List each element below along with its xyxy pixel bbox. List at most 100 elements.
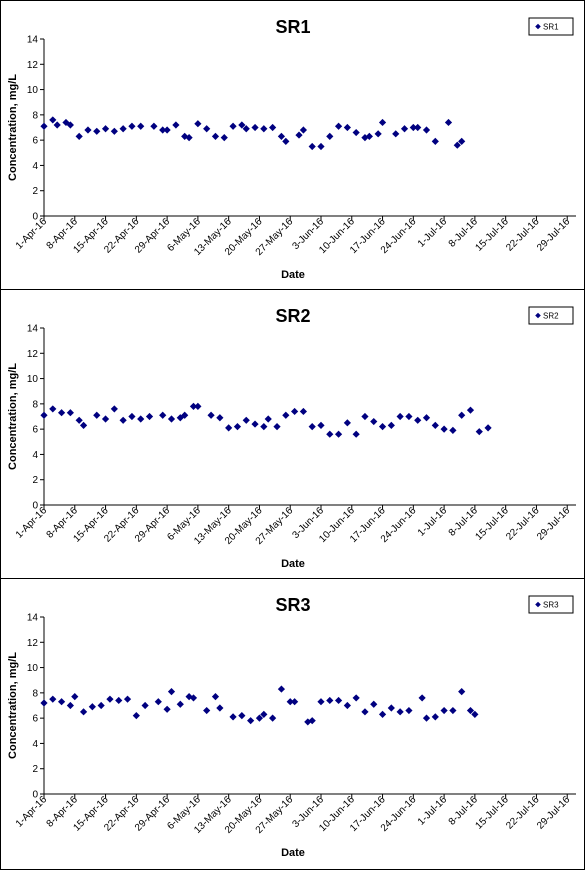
data-point: [326, 430, 334, 438]
chart-panel-sr1: SR1 0 2 4 6 8 10 12 14 1-Apr-16 8-Apr-16 15-Apr-16 2…: [0, 0, 585, 290]
y-tick-label: 10: [27, 663, 39, 674]
data-point: [405, 412, 413, 421]
data-point: [57, 409, 66, 417]
y-tick-label: 8: [32, 688, 38, 699]
data-point: [141, 701, 149, 710]
legend-label: SR2: [543, 312, 559, 321]
y-tick-label: 14: [27, 35, 39, 46]
y-tick-label: 12: [27, 60, 39, 71]
data-point: [291, 407, 299, 416]
data-point: [282, 411, 290, 419]
data-point: [409, 123, 417, 132]
data-point: [334, 430, 343, 438]
data-point: [343, 419, 351, 427]
x-tick-label: 1-Jul-16: [416, 505, 450, 539]
data-point: [431, 713, 439, 721]
data-point: [101, 415, 110, 423]
data-point: [255, 714, 264, 722]
data-point: [405, 706, 413, 715]
data-point: [163, 705, 171, 713]
data-point: [453, 141, 461, 149]
data-point: [458, 137, 466, 146]
data-point: [343, 701, 351, 710]
x-tick-label: 1-Jul-16: [416, 216, 450, 250]
data-point: [273, 423, 281, 431]
y-tick-label: 2: [32, 475, 38, 486]
data-point: [299, 407, 308, 416]
data-point: [40, 122, 48, 130]
y-tick-label: 0: [32, 790, 38, 801]
data-point: [449, 706, 457, 715]
data-point: [282, 137, 290, 146]
chart-svg-sr1: SR1024681012141-Apr-168-Apr-1615-Apr-162…: [7, 17, 576, 281]
data-point: [49, 116, 57, 124]
y-tick-label: 4: [32, 161, 38, 172]
y-tick-label: 10: [27, 85, 39, 96]
data-point: [242, 125, 250, 133]
x-tick-label: 29-Jul-16: [535, 216, 573, 254]
data-point: [370, 417, 378, 426]
data-point: [343, 123, 351, 132]
data-point: [396, 412, 404, 421]
data-point: [49, 405, 57, 413]
data-point: [326, 696, 334, 705]
data-point: [167, 687, 176, 696]
data-point: [150, 122, 158, 130]
data-point: [251, 420, 259, 428]
data-point: [352, 430, 360, 438]
data-point: [53, 121, 61, 129]
y-tick-label: 14: [27, 613, 39, 624]
data-point: [392, 130, 400, 138]
data-point: [207, 411, 215, 419]
legend-label: SR1: [543, 23, 559, 32]
data-point: [308, 142, 316, 151]
data-point: [418, 694, 426, 702]
data-point: [185, 134, 193, 142]
y-tick-label: 8: [32, 110, 38, 121]
data-point: [334, 122, 343, 130]
legend-box: [528, 595, 574, 614]
chart-panel-sr3: SR3 0 2 4 6 8 10 12 14 1-Apr-16 8-Apr-16 15-Apr-16 2…: [0, 578, 585, 870]
chart-title: SR1: [275, 17, 310, 37]
y-tick-label: 12: [27, 349, 39, 360]
data-point: [361, 412, 369, 421]
data-point: [299, 126, 308, 134]
data-point: [84, 126, 92, 134]
y-axis-label: Concentration, mg/L: [7, 74, 19, 181]
data-point: [458, 687, 466, 696]
legend-marker: [535, 601, 541, 608]
data-point: [216, 414, 224, 422]
data-point: [79, 421, 88, 429]
y-tick-label: 2: [32, 186, 38, 197]
data-point: [378, 710, 387, 718]
data-point: [132, 712, 140, 720]
y-tick-label: 8: [32, 399, 38, 410]
data-point: [79, 708, 88, 716]
data-point: [101, 125, 110, 133]
data-point: [308, 423, 316, 431]
data-point: [172, 121, 180, 129]
x-axis-label: Date: [281, 847, 305, 859]
data-point: [225, 424, 233, 432]
data-point: [422, 414, 431, 422]
data-point: [242, 416, 250, 424]
data-point: [97, 701, 105, 710]
data-point: [137, 415, 145, 423]
data-point: [75, 416, 83, 424]
data-point: [370, 700, 378, 708]
data-point: [251, 123, 259, 132]
legend-box: [528, 17, 574, 36]
chart-svg-sr3: SR3024681012141-Apr-168-Apr-1615-Apr-162…: [7, 595, 576, 859]
chart-title: SR3: [275, 595, 310, 615]
data-point: [57, 698, 66, 706]
data-point: [326, 132, 334, 140]
data-point: [444, 118, 453, 127]
data-point: [387, 704, 395, 712]
data-point: [277, 132, 286, 140]
data-point: [159, 126, 167, 134]
y-tick-label: 6: [32, 136, 38, 147]
data-point: [49, 695, 57, 703]
data-point: [229, 122, 237, 130]
y-tick-label: 6: [32, 714, 38, 725]
legend-marker: [535, 23, 541, 30]
